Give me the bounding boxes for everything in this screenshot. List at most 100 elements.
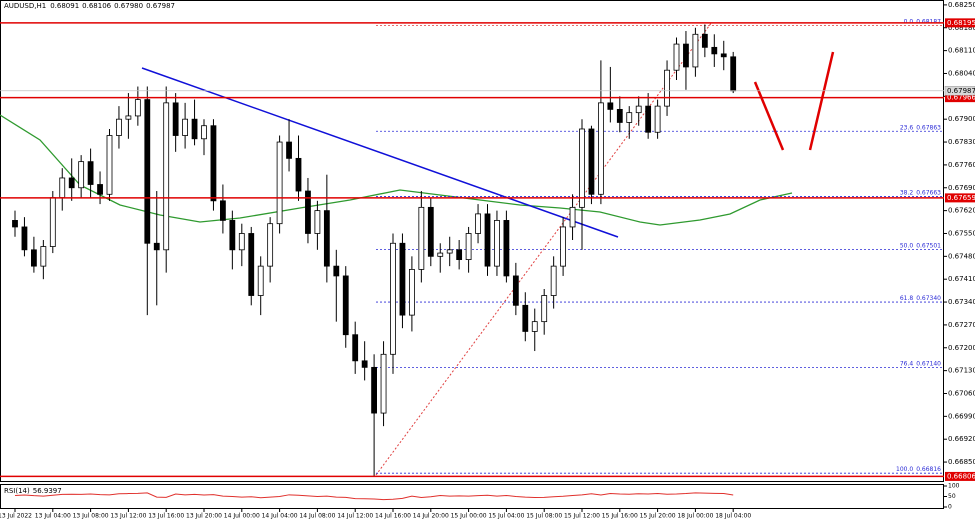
candle-body	[333, 265, 340, 277]
candle-body	[635, 105, 642, 114]
candle-body	[361, 360, 368, 368]
x-tick-label: 14 Jul 08:00	[299, 513, 335, 520]
current-price-label: 0.67987	[947, 87, 975, 95]
candle-body	[352, 334, 359, 362]
candle-body	[286, 141, 292, 159]
y-tick-label: 0.67690	[948, 184, 975, 192]
fib-label: 23.6 0.67863	[900, 124, 941, 131]
candle-body	[437, 252, 444, 257]
candle-body	[163, 102, 170, 251]
y-tick-label: 0.67200	[948, 344, 975, 352]
y-tick-label: 0.66920	[948, 435, 975, 443]
price-level-tag	[945, 18, 975, 28]
candle-body	[494, 220, 500, 267]
candle-body	[68, 177, 75, 189]
candle-body	[219, 200, 226, 221]
candles	[12, 24, 737, 477]
candle-body	[456, 249, 463, 261]
candle-body	[191, 118, 198, 140]
candle-body	[522, 304, 529, 332]
candle-body	[305, 190, 311, 234]
candle-body	[295, 157, 302, 192]
candle-body	[616, 108, 623, 123]
price-level-tag	[945, 193, 975, 203]
y-tick-label: 0.67060	[948, 389, 975, 397]
fib-ratio: 100.0	[896, 466, 913, 473]
candle-body	[153, 242, 160, 251]
moving-average	[0, 114, 793, 226]
rsi-tick-label: 100	[948, 483, 960, 490]
candle-body	[276, 141, 283, 225]
candle-body	[664, 69, 670, 107]
x-tick-label: 14 Jul 20:00	[413, 513, 449, 520]
x-tick-label: 13 Jul 16:00	[148, 513, 184, 520]
candle-body	[550, 265, 557, 296]
rsi-panel	[0, 484, 944, 509]
candle-body	[30, 249, 37, 267]
y-tick-label: 0.68180	[948, 24, 975, 32]
chart-header: AUDUSD,H1 0.68091 0.68106 0.67980 0.67987	[4, 2, 175, 10]
candle-body	[654, 105, 661, 133]
fib-label: 50.0 0.67501	[900, 242, 941, 249]
x-tick-label: 13 Jul 2022	[0, 513, 32, 520]
x-tick-label: 13 Jul 20:00	[186, 513, 222, 520]
x-tick-label: 18 Jul 04:00	[715, 513, 751, 520]
candle-body	[87, 161, 94, 185]
candle-body	[607, 102, 614, 110]
rsi-header: RSI(14) 56.9397	[4, 487, 62, 495]
rsi-value: 56.9397	[33, 487, 62, 495]
x-tick-label: 15 Jul 04:00	[488, 513, 524, 520]
candle-body	[390, 242, 396, 355]
y-tick-label: 0.67340	[948, 298, 975, 306]
x-tick-label: 14 Jul 12:00	[337, 513, 373, 520]
price-level-label: 0.67659	[947, 194, 975, 202]
candle-body	[692, 33, 699, 68]
current-price-tag	[944, 86, 975, 96]
price-level-label: 0.66806	[947, 472, 975, 480]
symbol: AUDUSD,H1	[4, 2, 46, 10]
candle-body	[683, 43, 689, 68]
fib-price: 0.68187	[916, 18, 941, 25]
candle-body	[512, 275, 519, 306]
projection-arrow	[753, 81, 785, 151]
candle-body	[418, 206, 425, 270]
candle-body	[503, 220, 510, 277]
candle-body	[446, 249, 453, 254]
candle-body	[465, 233, 472, 261]
projection-arrow	[808, 51, 835, 151]
candle-body	[399, 242, 406, 316]
fib-price: 0.67340	[916, 295, 941, 302]
candle-body	[116, 118, 122, 136]
y-tick-label: 0.67900	[948, 115, 975, 123]
candle-body	[408, 268, 415, 316]
fib-label: 100.0 0.66816	[896, 466, 941, 473]
price-level-label: 0.67966	[947, 94, 975, 102]
candle-body	[97, 184, 103, 195]
y-tick-label: 0.67480	[948, 252, 975, 260]
fib-label: 38.2 0.67663	[900, 189, 941, 196]
header-open: 0.68091	[50, 2, 79, 10]
price-level-tag	[945, 93, 975, 103]
candle-body	[588, 128, 595, 195]
price-level-tag	[945, 471, 975, 481]
fib-ratio: 61.8	[900, 295, 914, 302]
x-tick-label: 14 Jul 16:00	[375, 513, 411, 520]
x-tick-label: 14 Jul 00:00	[224, 513, 260, 520]
x-tick-label: 15 Jul 12:00	[564, 513, 600, 520]
candle-body	[626, 112, 633, 123]
candle-body	[134, 99, 141, 117]
candle-body	[380, 353, 387, 414]
y-tick-label: 0.68110	[948, 47, 975, 55]
candle-body	[560, 226, 566, 267]
candle-body	[248, 233, 255, 296]
fib-label: 61.8 0.67340	[900, 295, 941, 302]
rsi-tick-label: 0	[948, 504, 952, 511]
candle-body	[12, 220, 18, 228]
y-tick-label: 0.68250	[948, 1, 975, 9]
candle-body	[541, 295, 548, 323]
candle-body	[257, 265, 264, 296]
x-tick-label: 15 Jul 08:00	[526, 513, 562, 520]
y-tick-label: 0.66850	[948, 458, 975, 466]
x-tick-label: 15 Jul 20:00	[640, 513, 676, 520]
x-tick-label: 14 Jul 04:00	[262, 513, 298, 520]
